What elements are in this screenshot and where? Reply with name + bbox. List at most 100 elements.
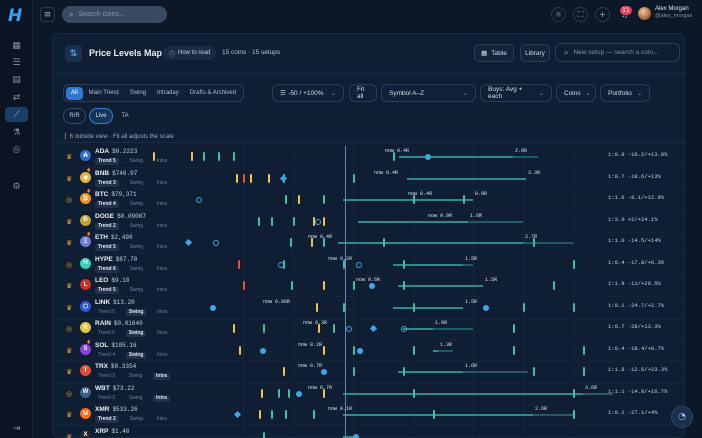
price-level-tick[interactable] [293, 216, 295, 226]
price-level-tick[interactable] [236, 173, 238, 183]
price-level-tick[interactable] [285, 410, 287, 419]
price-level-tick[interactable] [513, 345, 515, 355]
price-level-tick[interactable] [243, 173, 245, 183]
entry-dot[interactable] [321, 369, 327, 375]
library-button[interactable]: Library [520, 44, 550, 62]
gear-icon[interactable]: ⚙ [12, 181, 21, 192]
tag-swing[interactable]: Swing [126, 201, 146, 208]
tag-swing[interactable]: Swing [126, 395, 146, 402]
entry-dot[interactable] [353, 433, 359, 438]
price-level-tick[interactable] [278, 388, 280, 398]
entry-dot[interactable] [483, 304, 489, 311]
table-row[interactable]: ♛ S ♦ SOL $105.16 Trend 4 · Swing · Intra 1:0.4 -1… [53, 339, 686, 362]
crown-icon[interactable]: ♛ [66, 368, 73, 376]
price-level-tick[interactable] [233, 152, 235, 161]
tag-intra[interactable]: Intra [154, 201, 170, 208]
ta-toggle[interactable]: TA [121, 113, 129, 119]
price-level-tick[interactable] [283, 259, 285, 269]
price-level-tick[interactable] [383, 238, 385, 247]
price-level-tick[interactable] [413, 388, 415, 398]
segment-all[interactable]: All [66, 86, 83, 100]
tag-intra[interactable]: Intra [154, 287, 170, 294]
table-row[interactable]: ♛ Ð DOGE $0.09007 Trend 2 · Swing · Intra 1:3.6 +… [53, 211, 686, 233]
price-level-tick[interactable] [323, 345, 325, 355]
price-level-tick[interactable] [271, 410, 273, 419]
price-level-tick[interactable] [283, 367, 285, 376]
price-level-tick[interactable] [403, 281, 405, 290]
entry-dot[interactable] [260, 347, 266, 354]
chart-line-icon[interactable]: ⟋ [5, 107, 28, 122]
target-icon[interactable]: ◎ [66, 260, 73, 269]
tag-swing[interactable]: Swing [126, 244, 146, 251]
entry-dot[interactable] [369, 283, 375, 289]
price-level-tick[interactable] [433, 410, 435, 419]
target-icon[interactable]: ◎ [66, 389, 73, 398]
table-row[interactable]: ♛ Ξ ♦ ETH $2,498 Trend 5 · Swing · Intra 1:1.0 -14… [53, 231, 686, 254]
price-level-tick[interactable] [311, 238, 313, 247]
tag-intra[interactable]: Intra [154, 352, 170, 359]
tag-intra[interactable]: Intra [154, 244, 170, 251]
price-level-tick[interactable] [463, 195, 465, 204]
price-level-tick[interactable] [239, 345, 241, 355]
tag-intra[interactable]: Intra [153, 394, 170, 402]
search-input[interactable] [78, 11, 159, 18]
table-button[interactable]: ▦ Table [474, 44, 514, 62]
coin-symbol[interactable]: BNB $746.07 [95, 170, 137, 177]
add-icon[interactable]: + [595, 7, 610, 22]
price-level-tick[interactable] [393, 152, 395, 161]
crown-icon[interactable]: ♛ [66, 303, 73, 312]
price-level-tick[interactable] [343, 302, 345, 312]
tag-swing[interactable]: Swing [126, 223, 146, 230]
tag-swing[interactable]: Swing [126, 287, 146, 294]
table-row[interactable]: ◎ W WBT $73.22 Trend 3 · Swing · Intra 1:1.1 -14.… [53, 383, 686, 405]
entry-dot[interactable] [296, 390, 302, 397]
price-level-tick[interactable] [403, 259, 405, 269]
coin-symbol[interactable]: XMR $533.26 [95, 406, 138, 413]
entry-dot[interactable] [425, 154, 431, 160]
price-level-tick[interactable] [323, 216, 325, 226]
grid-icon[interactable]: ▦ [12, 40, 21, 51]
new-setup-search[interactable]: ⌕ [555, 43, 680, 62]
buy-marker[interactable] [213, 240, 219, 246]
price-level-tick[interactable] [513, 324, 515, 333]
segment-main-trend[interactable]: Main Trend [88, 90, 119, 96]
price-level-tick[interactable] [353, 281, 355, 290]
avg-marker[interactable] [184, 238, 193, 247]
price-level-tick[interactable] [153, 152, 155, 161]
tag-trend[interactable]: Trend 5 [95, 309, 118, 316]
crown-icon[interactable]: ♛ [66, 174, 73, 183]
tag-trend[interactable]: Trend 4 [95, 352, 118, 359]
entry-dot[interactable] [210, 304, 216, 311]
price-level-tick[interactable] [233, 324, 235, 333]
price-level-tick[interactable] [271, 216, 273, 226]
tag-swing[interactable]: Swing [126, 266, 146, 273]
buy-marker[interactable] [278, 261, 284, 268]
menu-button[interactable]: ≡ [40, 7, 55, 22]
price-level-tick[interactable] [353, 173, 355, 183]
tag-intra[interactable]: Intra [154, 330, 170, 337]
price-level-tick[interactable] [250, 173, 252, 183]
price-level-tick[interactable] [243, 281, 245, 290]
buy-marker[interactable] [356, 261, 362, 268]
tag-trend[interactable]: Trend 3 [95, 179, 119, 187]
price-level-tick[interactable] [343, 259, 345, 269]
coin-symbol[interactable]: ETH $2,498 [95, 234, 133, 241]
crown-icon[interactable]: ♛ [66, 346, 73, 355]
price-level-tick[interactable] [323, 195, 325, 204]
price-level-tick[interactable] [573, 388, 575, 398]
table-row[interactable]: ♛ L LEO $9.10 Trend 5 · Swing · Intra 1:1.9 -11/+… [53, 275, 686, 297]
live-toggle[interactable]: Live [89, 108, 113, 124]
entry-dot[interactable] [357, 347, 363, 354]
price-level-tick[interactable] [573, 302, 575, 312]
coin-symbol[interactable]: LEO $9.10 [95, 277, 129, 284]
notifications-button[interactable]: ♫ 11 [617, 6, 632, 22]
brand-logo[interactable]: H [8, 6, 23, 26]
segment-drafts-archived[interactable]: Drafts & Archived [189, 90, 237, 96]
help-fab[interactable]: ◔ [671, 406, 693, 428]
tag-swing[interactable]: Swing [125, 330, 147, 337]
tag-trend[interactable]: Trend 4 [95, 201, 119, 208]
price-level-tick[interactable] [403, 367, 405, 376]
tag-intra[interactable]: Intra [154, 180, 170, 187]
coin-search[interactable]: ⌕ [62, 6, 167, 23]
